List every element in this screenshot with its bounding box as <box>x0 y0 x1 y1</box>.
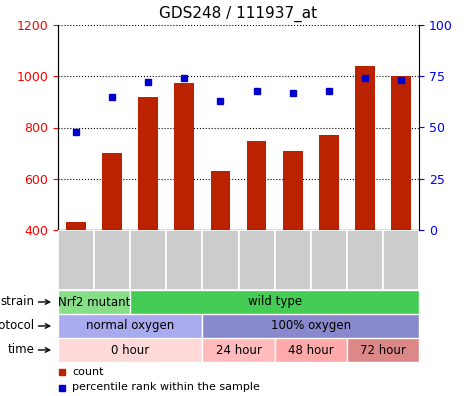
Bar <box>202 338 275 362</box>
Bar <box>239 230 275 290</box>
Bar <box>355 66 375 230</box>
Bar <box>58 314 202 338</box>
Bar <box>347 338 419 362</box>
Bar <box>66 222 86 230</box>
Text: 24 hour: 24 hour <box>216 343 261 356</box>
Bar <box>391 76 411 230</box>
Bar <box>211 171 230 230</box>
Bar <box>383 230 419 290</box>
Text: percentile rank within the sample: percentile rank within the sample <box>73 383 260 392</box>
Text: Nrf2 mutant: Nrf2 mutant <box>58 295 130 308</box>
Bar <box>58 230 94 290</box>
Text: wild type: wild type <box>247 295 302 308</box>
Bar <box>283 150 303 230</box>
Bar <box>275 338 347 362</box>
Text: 0 hour: 0 hour <box>111 343 149 356</box>
Bar <box>311 230 347 290</box>
Bar <box>130 290 419 314</box>
Text: 100% oxygen: 100% oxygen <box>271 320 351 333</box>
Text: normal oxygen: normal oxygen <box>86 320 174 333</box>
Bar <box>275 230 311 290</box>
Bar <box>166 230 202 290</box>
Bar <box>102 153 122 230</box>
Bar <box>94 230 130 290</box>
Bar <box>58 338 202 362</box>
Bar <box>138 97 158 230</box>
Text: count: count <box>73 367 104 377</box>
Title: GDS248 / 111937_at: GDS248 / 111937_at <box>159 6 318 22</box>
Text: 72 hour: 72 hour <box>360 343 406 356</box>
Text: protocol: protocol <box>0 319 34 332</box>
Bar <box>130 230 166 290</box>
Bar <box>202 230 239 290</box>
Bar <box>246 141 266 230</box>
Text: time: time <box>7 343 34 356</box>
Bar <box>58 290 130 314</box>
Bar <box>347 230 383 290</box>
Bar <box>202 314 419 338</box>
Text: 48 hour: 48 hour <box>288 343 333 356</box>
Text: strain: strain <box>0 295 34 308</box>
Bar <box>319 135 339 230</box>
Bar <box>174 83 194 230</box>
